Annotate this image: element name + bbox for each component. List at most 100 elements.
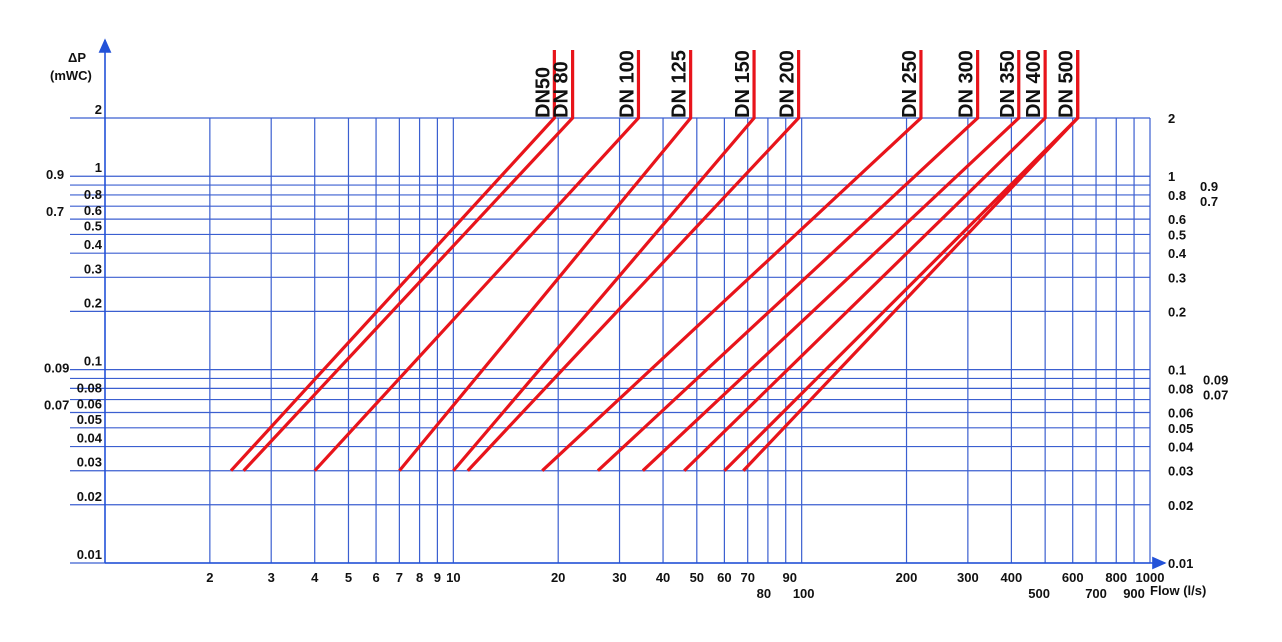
y-tick-label-right: 0.7 [1200, 194, 1218, 209]
horizontal-gridlines [70, 117, 1150, 564]
y-tick-label-right: 0.3 [1168, 270, 1186, 285]
y-tick-label-left: 0.06 [77, 397, 102, 412]
series-line [596, 50, 980, 472]
y-tick-label-right: 0.9 [1200, 179, 1218, 194]
y-tick-label-right: 0.08 [1168, 381, 1193, 396]
series-label: DN 200 [777, 50, 799, 118]
x-tick-label: 9 [434, 570, 441, 585]
x-tick-label: 400 [1001, 570, 1023, 585]
y-tick-label-right: 0.06 [1168, 406, 1193, 421]
x-tick-label: 60 [717, 570, 731, 585]
series-label: DN 400 [1023, 50, 1045, 118]
x-tick-label: 700 [1085, 586, 1107, 601]
y-tick-label-left: 0.7 [46, 204, 64, 219]
x-tick-label: 600 [1062, 570, 1084, 585]
x-tick-label: 500 [1028, 586, 1050, 601]
x-tick-label: 900 [1123, 586, 1145, 601]
y-tick-label-right: 0.02 [1168, 498, 1193, 513]
x-tick-label: 2 [206, 570, 213, 585]
series-line [229, 50, 556, 472]
x-tick-label: 3 [268, 570, 275, 585]
y-tick-label-right: 0.01 [1168, 556, 1193, 571]
series-label: DN 150 [732, 50, 754, 118]
series-label: DN50 [532, 67, 554, 118]
series-label: DN 500 [1056, 50, 1078, 118]
x-tick-label: 6 [372, 570, 379, 585]
series-line [641, 50, 1021, 472]
series-line [683, 50, 1047, 472]
y-tick-label-left: 0.07 [44, 398, 69, 413]
y-tick-label-left: 0.4 [84, 237, 103, 252]
series-line [466, 50, 801, 472]
series-label: DN 250 [899, 50, 921, 118]
y-tick-label-left: 0.04 [77, 431, 103, 446]
y-tick-label-left: 0.9 [46, 167, 64, 182]
y-tick-label-left: 0.5 [84, 218, 102, 233]
x-tick-label: 90 [782, 570, 796, 585]
y-tick-label-right: 0.6 [1168, 212, 1186, 227]
vertical-gridlines [209, 118, 1151, 563]
x-tick-label: 50 [690, 570, 704, 585]
y-tick-label-right: 0.2 [1168, 304, 1186, 319]
series-line [242, 50, 575, 472]
x-tick-label: 80 [757, 586, 771, 601]
y-tick-label-left: 2 [95, 102, 102, 117]
y-tick-label-right: 2 [1168, 111, 1175, 126]
y-tick-label-right: 0.4 [1168, 246, 1187, 261]
series-label: DN 100 [616, 50, 638, 118]
series-label: DN 350 [997, 50, 1019, 118]
x-axis-title: Flow (l/s) [1150, 583, 1206, 598]
y-axis-title-line2: (mWC) [50, 68, 92, 83]
x-tick-label: 40 [656, 570, 670, 585]
x-tick-label: 800 [1105, 570, 1127, 585]
series-label: DN 300 [956, 50, 978, 118]
x-tick-label: 30 [612, 570, 626, 585]
y-tick-label-right: 0.04 [1168, 440, 1194, 455]
series-label: DN 80 [551, 61, 573, 118]
y-tick-label-left: 1 [95, 160, 102, 175]
x-tick-label: 10 [446, 570, 460, 585]
y-tick-label-left: 0.6 [84, 203, 102, 218]
y-tick-label-left: 0.08 [77, 380, 102, 395]
y-tick-label-left: 0.3 [84, 261, 102, 276]
x-tick-label: 7 [396, 570, 403, 585]
x-tick-label: 1000 [1136, 570, 1165, 585]
x-tick-label: 4 [311, 570, 319, 585]
y-tick-label-left: 0.05 [77, 412, 102, 427]
y-tick-label-right: 0.1 [1168, 363, 1186, 378]
x-tick-label: 5 [345, 570, 352, 585]
x-tick-label: 8 [416, 570, 423, 585]
y-tick-label-left: 0.8 [84, 187, 102, 202]
y-tick-label-left: 0.02 [77, 489, 102, 504]
x-tick-label: 20 [551, 570, 565, 585]
x-tick-label: 200 [896, 570, 918, 585]
y-tick-label-left: 0.01 [77, 547, 102, 562]
y-tick-label-left: 0.1 [84, 354, 102, 369]
y-axis-title-line1: ΔP [68, 50, 86, 65]
axes [98, 38, 1167, 570]
series-lines [229, 50, 1080, 472]
y-tick-label-left: 0.03 [77, 455, 102, 470]
series-line [541, 50, 923, 472]
x-tick-label: 100 [793, 586, 815, 601]
y-tick-label-left: 0.09 [44, 360, 69, 375]
y-tick-label-right: 0.03 [1168, 464, 1193, 479]
y-tick-labels-right: 0.01 0.02 0.03 0.04 0.050.06 0.07 0.08 0.09 0.1 0… [1168, 111, 1228, 571]
series-line [742, 50, 1080, 472]
series-label: DN 125 [669, 50, 691, 118]
y-tick-label-left: 0.2 [84, 295, 102, 310]
series-line [452, 50, 756, 472]
x-tick-label: 70 [740, 570, 754, 585]
y-tick-label-right: 0.05 [1168, 421, 1193, 436]
series-line [398, 50, 693, 472]
y-tick-label-right: 0.07 [1203, 388, 1228, 403]
y-tick-label-right: 0.8 [1168, 188, 1186, 203]
series-line [313, 50, 641, 472]
y-tick-label-right: 0.09 [1203, 372, 1228, 387]
x-tick-label: 300 [957, 570, 979, 585]
y-tick-label-right: 1 [1168, 169, 1175, 184]
y-tick-labels-left: 0.01 0.02 0.03 0.04 0.050.06 0.07 0.08 0.09 0.1 0… [44, 102, 103, 562]
